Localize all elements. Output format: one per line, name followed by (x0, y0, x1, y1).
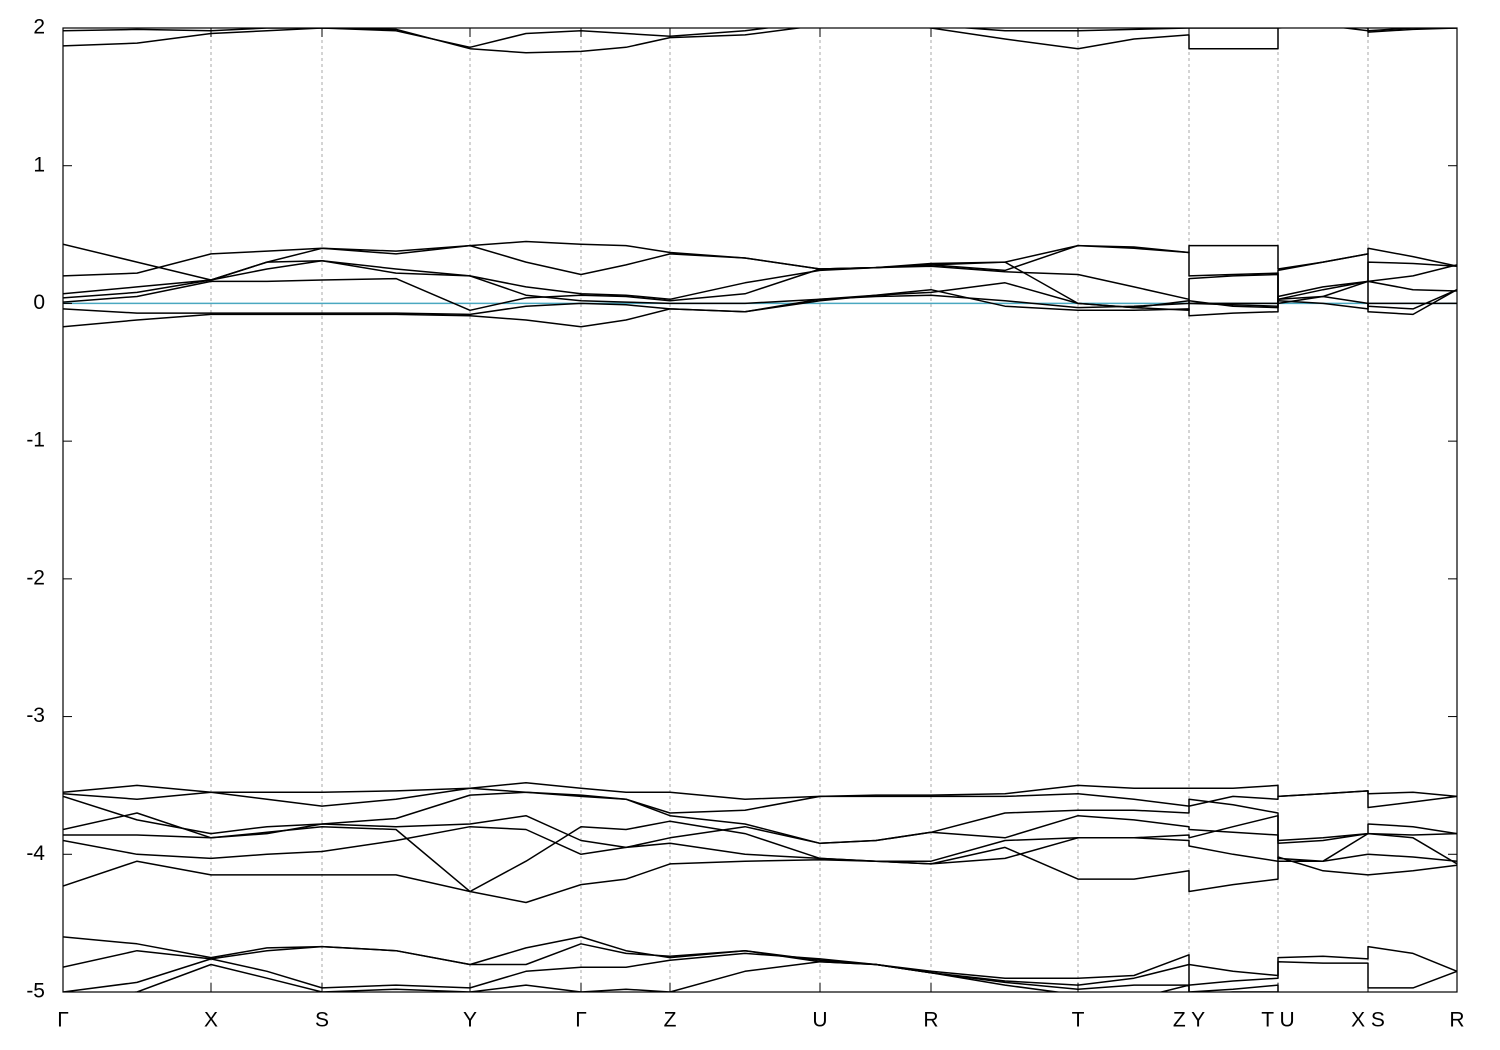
x-tick-label: T U (1261, 1009, 1294, 1032)
band (63, 28, 1457, 49)
band (63, 240, 1457, 312)
x-tick-label: R (1449, 1009, 1464, 1032)
band (63, 825, 1457, 893)
y-tick-label: 1 (33, 153, 45, 176)
axes: -5 -4 -3 -2 -1 0 1 2 Γ X S Y Γ Z U R T Z Y T U X S R (26, 16, 1464, 1032)
band (63, 787, 1457, 814)
x-tick-label: Γ (575, 1009, 587, 1032)
x-tick-label: X (204, 1009, 218, 1032)
y-tick-label: 2 (33, 16, 45, 39)
y-tick-label: -3 (26, 704, 45, 727)
band (63, 814, 1457, 904)
bands (63, 28, 1457, 992)
band (63, 261, 1457, 316)
x-tick-label: S (315, 1009, 329, 1032)
band (63, 247, 1457, 312)
grid (210, 28, 1369, 992)
band (63, 244, 1457, 301)
band (63, 936, 1457, 979)
x-tick-label: R (923, 1009, 938, 1032)
band (63, 820, 1457, 893)
band (63, 812, 1457, 849)
x-tick-label: U (812, 1009, 827, 1032)
y-tick-label: -1 (26, 429, 45, 452)
plot-frame (62, 27, 1458, 993)
x-tick-label: Z (664, 1009, 677, 1032)
y-tick-label: 0 (33, 291, 45, 314)
x-tick-label: Γ (57, 1009, 69, 1032)
band (63, 244, 1457, 310)
x-tick-label: Y (463, 1009, 477, 1032)
band (63, 943, 1457, 989)
y-tick-label: -2 (26, 566, 45, 589)
band (63, 280, 1457, 328)
x-tick-label: Z Y (1173, 1009, 1205, 1032)
y-tick-label: -5 (26, 980, 45, 1003)
band (128, 960, 1279, 992)
band (63, 28, 1457, 54)
y-tick-label: -4 (26, 842, 45, 865)
x-tick-label: X S (1351, 1009, 1385, 1032)
x-tick-label: T (1072, 1009, 1085, 1032)
